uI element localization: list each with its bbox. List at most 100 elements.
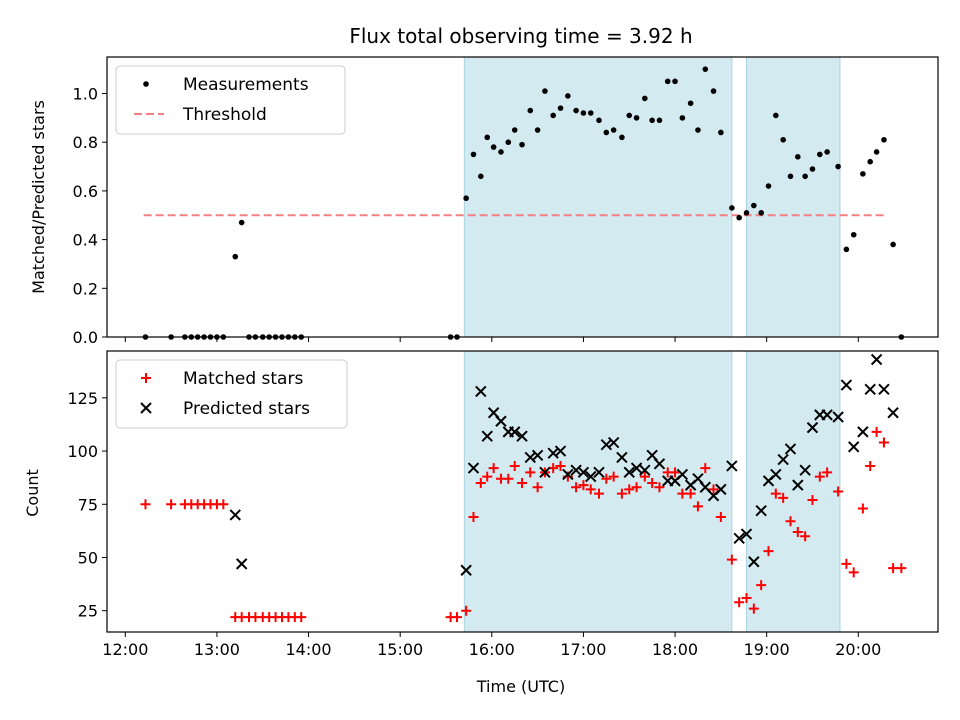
matched-star-point xyxy=(878,437,889,448)
axes-frame xyxy=(106,56,939,338)
predicted-star-point xyxy=(770,468,782,481)
measurement-point xyxy=(702,66,709,72)
predicted-star-point xyxy=(848,441,860,453)
x-tick-label: 19:00 xyxy=(744,640,790,659)
measurement-point xyxy=(565,93,571,99)
predicted-star-point xyxy=(585,470,597,483)
y-tick-label: 0.4 xyxy=(73,231,98,250)
observing-interval-shade xyxy=(463,56,733,338)
matched-star-point xyxy=(461,605,472,616)
matched-star-point xyxy=(700,463,711,474)
matched-star-point xyxy=(800,531,811,542)
matched-star-point xyxy=(726,554,737,565)
measurement-point xyxy=(527,107,534,114)
predicted-star-point xyxy=(235,558,248,570)
matched-star-point xyxy=(896,563,907,574)
bottom-panel-count-plot: 12:00 13:00 14:00 15:00 16:00 17:00 18:00 19:00… xyxy=(67,350,939,659)
bottom-y-axis-label: Count xyxy=(23,469,42,517)
predicted-star-point xyxy=(607,436,620,449)
matched-star-point xyxy=(475,477,486,488)
matched-star-point xyxy=(647,477,658,488)
measurement-point xyxy=(642,95,648,102)
y-tick-label: 25 xyxy=(78,602,98,621)
predicted-star-point xyxy=(740,528,753,540)
measurement-point xyxy=(603,129,610,136)
measurement-point xyxy=(505,139,512,146)
matched-star-point xyxy=(509,460,520,471)
measurement-point xyxy=(824,149,830,155)
legend-label: Measurements xyxy=(183,75,309,95)
measurement-point xyxy=(656,117,663,124)
matched-star-point xyxy=(748,603,759,614)
predicted-star-point xyxy=(887,407,899,419)
matched-star-point xyxy=(218,499,229,510)
measurement-point xyxy=(498,149,504,155)
predicted-star-point xyxy=(864,383,876,396)
predicted-star-point xyxy=(616,451,628,464)
top-y-axis-label: Matched/Predicted stars xyxy=(29,100,48,294)
measurement-point xyxy=(890,241,896,248)
legend-marker-predicted xyxy=(140,402,152,414)
y-tick-label: 0.0 xyxy=(73,328,98,347)
matched-star-point xyxy=(608,471,619,482)
matched-star-point xyxy=(685,488,696,499)
matched-star-point xyxy=(594,488,605,499)
matched-star-point xyxy=(296,612,307,623)
measurement-point xyxy=(664,78,671,85)
predicted-star-point xyxy=(562,468,574,481)
y-tick-label: 0.2 xyxy=(73,279,98,298)
measurement-point xyxy=(780,136,786,143)
predicted-star-point xyxy=(570,464,582,476)
predicted-star-point xyxy=(755,504,767,517)
measurement-point xyxy=(534,127,541,133)
measurement-point xyxy=(817,151,823,158)
predicted-star-point xyxy=(792,479,804,491)
measurement-point xyxy=(596,117,602,124)
predicted-star-point xyxy=(229,509,241,521)
measurement-point xyxy=(490,144,497,150)
matched-star-point xyxy=(692,501,703,512)
measurement-point xyxy=(649,117,655,124)
predicted-star-point xyxy=(577,466,590,479)
legend-box xyxy=(115,359,348,429)
matched-star-point xyxy=(616,488,627,499)
predicted-star-point xyxy=(524,451,536,464)
measurement-point xyxy=(679,115,686,121)
matched-star-point xyxy=(451,612,462,623)
measurement-point xyxy=(736,214,742,221)
measurement-point xyxy=(238,219,245,226)
matched-star-point xyxy=(532,482,543,493)
matched-star-point xyxy=(631,482,642,493)
predicted-star-point xyxy=(878,383,890,396)
matched-star-point xyxy=(778,492,789,503)
y-tick-label: 125 xyxy=(67,389,98,408)
matched-star-point xyxy=(525,467,536,478)
predicted-star-point xyxy=(733,532,745,545)
predicted-star-point xyxy=(784,443,797,455)
matched-star-point xyxy=(571,482,582,493)
matched-star-point xyxy=(468,512,479,523)
measurement-point xyxy=(587,110,594,116)
matched-star-point xyxy=(708,484,719,495)
predicted-star-point xyxy=(715,483,727,496)
measurement-point xyxy=(626,112,633,119)
legend-label: Predicted stars xyxy=(183,399,310,419)
matched-star-point xyxy=(578,480,589,491)
measurement-point xyxy=(758,210,764,216)
predicted-star-point xyxy=(481,430,493,442)
measurement-point xyxy=(773,112,779,119)
measurement-point xyxy=(795,154,801,160)
top-panel-ratio-plot: 0.0 0.2 0.4 0.6 0.8 1.0 Measurements Threshold xyxy=(73,56,939,347)
measurement-point xyxy=(718,129,724,136)
measurement-point xyxy=(809,166,816,172)
predicted-star-point xyxy=(777,453,789,466)
measurement-point xyxy=(751,202,757,209)
measurement-point xyxy=(557,105,564,111)
x-tick-label: 14:00 xyxy=(286,640,332,659)
legend-label: Threshold xyxy=(182,105,267,125)
predicted-star-point xyxy=(623,466,635,479)
measurement-point xyxy=(463,195,469,202)
predicted-star-point xyxy=(495,415,507,427)
predicted-star-point xyxy=(460,564,472,576)
measurement-point xyxy=(687,100,694,107)
